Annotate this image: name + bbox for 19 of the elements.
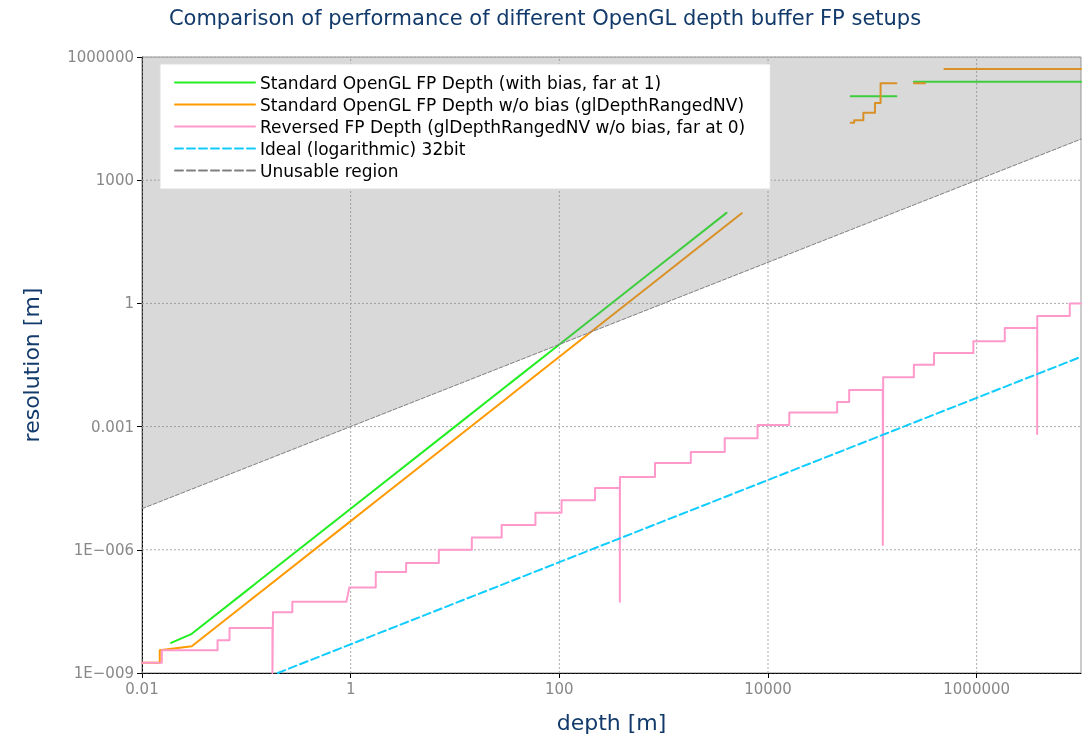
y-tick-label: 1E−006 [73, 540, 134, 559]
legend-label: Unusable region [260, 160, 399, 181]
x-tick-label: 10000 [744, 679, 792, 698]
y-tick-label: 1 [124, 294, 134, 313]
x-tick-label: 0.01 [125, 679, 159, 698]
x-tick-label: 1 [345, 679, 356, 698]
y-tick-label: 1000000 [67, 48, 134, 66]
legend-label: Reversed FP Depth (glDepthRangedNV w/o bias, far at 0) [260, 116, 746, 137]
x-axis-title: depth [m] [556, 709, 667, 735]
y-tick-label: 1000 [95, 171, 134, 190]
y-axis-title: resolution [m] [18, 287, 44, 443]
y-tick-label: 0.001 [91, 417, 134, 436]
x-tick-label: 100 [545, 679, 574, 698]
x-tick-label: 1000000 [943, 679, 1011, 698]
legend-label: Standard OpenGL FP Depth w/o bias (glDepthRangedNV) [260, 94, 745, 115]
chart-title: Comparison of performance of different OpenGL depth buffer FP setups [168, 5, 922, 30]
legend-label: Standard OpenGL FP Depth (with bias, far at 1) [260, 72, 662, 93]
y-tick-label: 1E−009 [73, 664, 134, 682]
legend-label: Ideal (logarithmic) 32bit [260, 138, 466, 159]
